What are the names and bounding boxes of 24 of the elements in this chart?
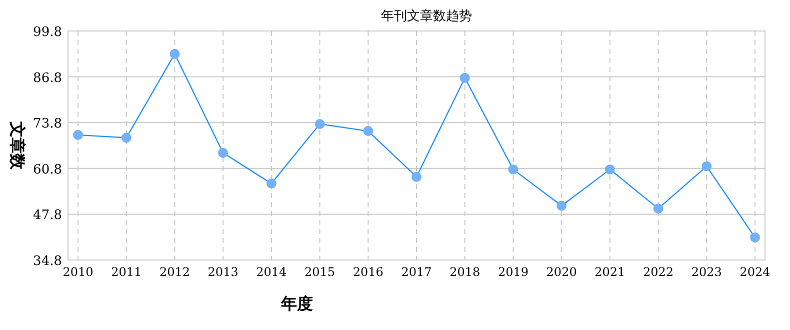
x-tick-label: 2022: [643, 265, 674, 279]
y-tick-label: 34.8: [33, 254, 62, 269]
x-tick-label: 2019: [498, 265, 528, 279]
x-tick-label: 2018: [450, 265, 480, 279]
x-tick-label: 2010: [62, 265, 94, 279]
x-tick-label: 2014: [256, 265, 288, 279]
x-tick-label: 2012: [159, 265, 190, 279]
x-tick-label: 2016: [352, 265, 384, 279]
y-tick-label: 73.8: [33, 116, 62, 132]
y-tick-label: 99.8: [33, 25, 62, 40]
x-tick-label: 2020: [546, 265, 577, 279]
x-tick-label: 2017: [401, 265, 432, 279]
x-tick-label: 2023: [691, 265, 722, 279]
x-tick-label: 2024: [740, 265, 771, 279]
y-tick-label: 86.8: [33, 70, 62, 86]
x-tick-label: 2011: [111, 265, 142, 279]
x-tick-label: 2013: [208, 265, 238, 279]
chart-title: 年刊文章数趋势: [381, 9, 472, 24]
y-tick-label: 47.8: [33, 208, 62, 224]
y-axis-title: 文章数: [8, 120, 27, 170]
y-tick-label: 60.8: [33, 162, 62, 178]
x-axis-title: 年度: [280, 294, 313, 313]
x-tick-label: 2015: [304, 265, 336, 279]
x-tick-label: 2021: [594, 265, 626, 279]
